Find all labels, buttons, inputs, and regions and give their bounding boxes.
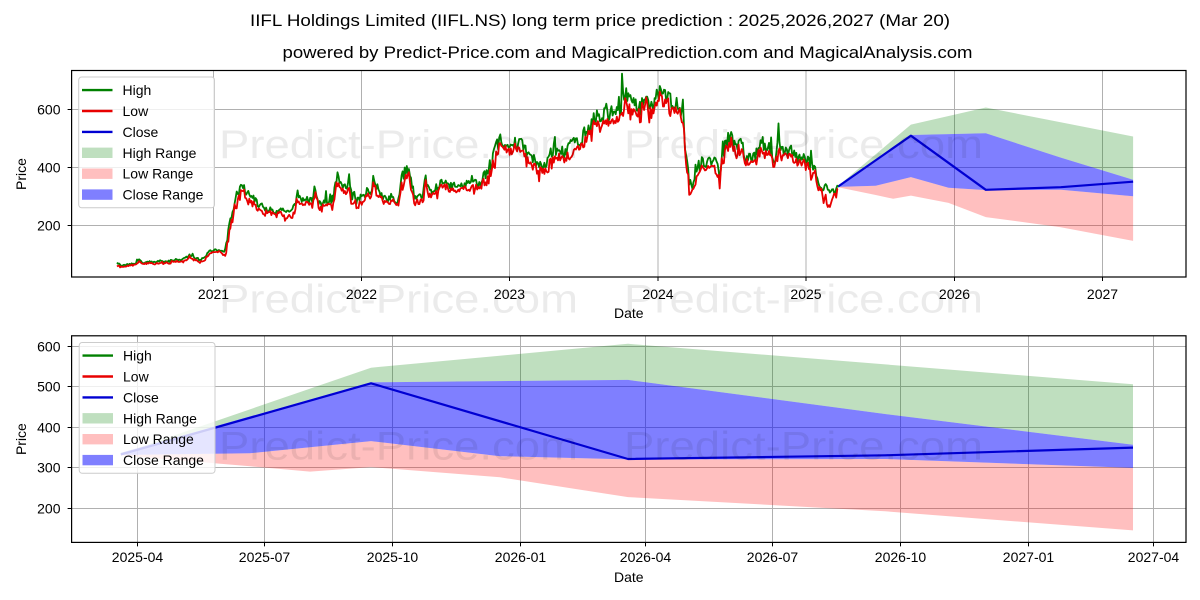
svg-text:Predict-Price.com: Predict-Price.com — [624, 425, 983, 469]
svg-text:Price: Price — [13, 423, 29, 455]
svg-text:Date: Date — [614, 305, 644, 321]
svg-text:400: 400 — [37, 420, 61, 436]
svg-text:High: High — [123, 82, 152, 98]
svg-text:IIFL Holdings Limited (IIFL.NS: IIFL Holdings Limited (IIFL.NS) long ter… — [250, 11, 950, 30]
svg-text:Predict-Price.com: Predict-Price.com — [624, 278, 983, 322]
svg-text:2026-01: 2026-01 — [495, 549, 547, 565]
svg-text:2026: 2026 — [939, 286, 970, 302]
svg-text:200: 200 — [37, 218, 61, 234]
svg-text:Date: Date — [614, 569, 644, 585]
svg-text:200: 200 — [37, 501, 61, 517]
svg-text:Predict-Price.com: Predict-Price.com — [219, 425, 578, 469]
svg-text:Close Range: Close Range — [123, 187, 204, 203]
svg-text:2023: 2023 — [494, 286, 525, 302]
svg-text:2025-07: 2025-07 — [239, 549, 291, 565]
svg-text:High Range: High Range — [123, 410, 197, 426]
svg-text:2027-01: 2027-01 — [1003, 549, 1055, 565]
svg-text:Close: Close — [123, 389, 159, 405]
svg-text:Price: Price — [13, 158, 29, 190]
svg-text:High: High — [123, 348, 152, 364]
svg-text:2022: 2022 — [346, 286, 377, 302]
svg-text:powered by Predict-Price.com a: powered by Predict-Price.com and Magical… — [283, 43, 973, 62]
svg-text:300: 300 — [37, 460, 61, 476]
svg-text:400: 400 — [37, 160, 61, 176]
svg-text:Low Range: Low Range — [123, 431, 194, 447]
svg-text:2024: 2024 — [642, 286, 673, 302]
svg-text:2027-04: 2027-04 — [1128, 549, 1180, 565]
svg-text:2026-07: 2026-07 — [747, 549, 799, 565]
svg-text:Predict-Price.com: Predict-Price.com — [219, 278, 578, 322]
svg-text:600: 600 — [37, 102, 61, 118]
svg-text:2026-04: 2026-04 — [620, 549, 672, 565]
svg-text:600: 600 — [37, 339, 61, 355]
svg-text:Low: Low — [123, 369, 150, 385]
svg-text:Low: Low — [123, 103, 150, 119]
svg-text:2025-04: 2025-04 — [112, 549, 164, 565]
svg-text:Predict-Price.com: Predict-Price.com — [219, 123, 578, 167]
svg-text:Predict-Price.com: Predict-Price.com — [624, 123, 983, 167]
svg-text:2021: 2021 — [198, 286, 229, 302]
svg-text:500: 500 — [37, 379, 61, 395]
svg-text:2027: 2027 — [1087, 286, 1118, 302]
svg-text:Close Range: Close Range — [123, 452, 204, 468]
svg-text:2025-10: 2025-10 — [367, 549, 419, 565]
svg-text:High Range: High Range — [123, 145, 197, 161]
svg-text:Low Range: Low Range — [123, 166, 194, 182]
svg-text:Close: Close — [123, 124, 159, 140]
svg-text:2025: 2025 — [790, 286, 821, 302]
svg-text:2026-10: 2026-10 — [875, 549, 927, 565]
